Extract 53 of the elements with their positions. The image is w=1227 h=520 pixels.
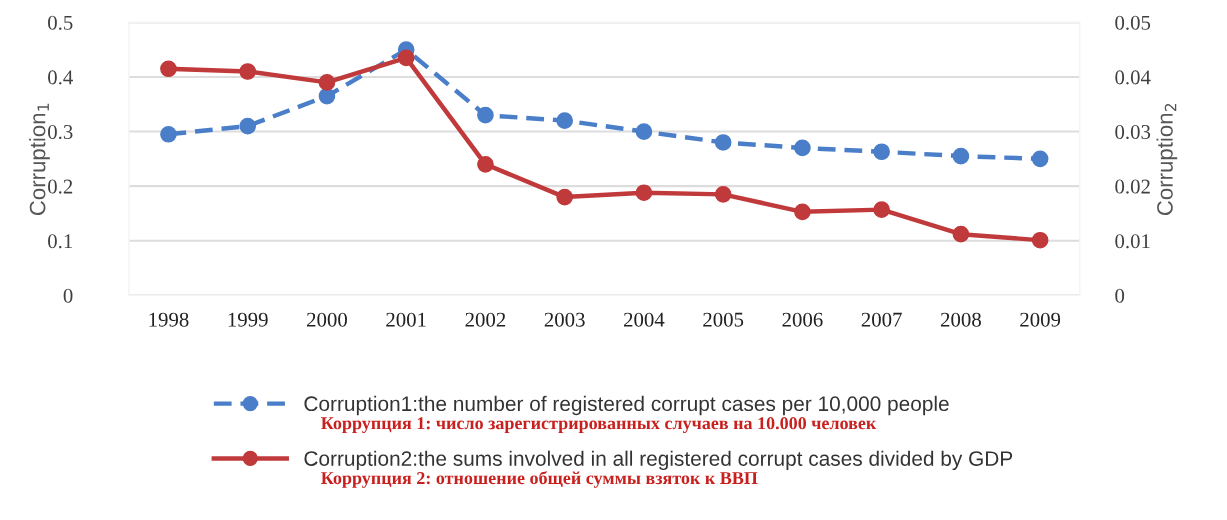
point [1031,231,1049,249]
y2-tick-label: 0 [1115,288,1125,303]
point [477,155,494,173]
x-tick-label: 2003 [544,312,585,327]
point [635,123,653,140]
y2-tick-label: 0.03 [1115,124,1151,140]
x-tick-label: 2008 [940,312,981,327]
x-tick-label: 2007 [861,312,902,327]
point [952,147,970,165]
point [318,87,336,105]
legend-label: Corruption1:the number of registered corrupt cases per 10,000 people [304,395,949,416]
point [635,184,653,202]
x-tick-label: 2004 [624,312,665,327]
point [556,112,574,129]
point [239,117,257,135]
y2-tick-label: 0.04 [1115,70,1151,85]
point [1031,150,1049,168]
x-tick-label: 2005 [703,312,744,327]
point [477,106,494,124]
text: Коррупция 2: отношение общей суммы взяток к ВВП [321,471,758,488]
y-tick-label: 0.1 [48,234,73,249]
point [714,186,732,203]
point [160,60,177,78]
x-tick-label: 2001 [386,312,426,327]
x-tick-label: 2002 [465,312,506,327]
point [952,225,970,243]
y-tick-label: 0.4 [48,70,73,85]
point [873,143,890,161]
x-tick-label: 1999 [228,312,268,327]
x-tick-label: 2006 [782,312,823,327]
y-tick-label: 0.5 [48,15,73,30]
point [794,203,811,221]
text: Коррупция 1: число зарегистрированных случаев на 10.000 человек [321,417,877,434]
x-tick-label: 2009 [1020,312,1061,327]
y2-axis-title: Corruption$_{2}$ [1156,103,1178,216]
point [160,125,177,143]
y2-tick-label: 0.05 [1115,15,1151,30]
y2-tick-label: 0.01 [1115,234,1150,249]
point [239,63,257,80]
y-tick-label: 0.3 [48,124,73,140]
point [794,139,811,157]
y2-tick-label: 0.02 [1115,179,1150,194]
y-tick-label: 0 [63,288,73,303]
point [873,201,890,218]
x-tick-label: 1998 [149,312,189,327]
y-axis-title: Corruption$_{1}$ [29,103,50,216]
legend-label: Corruption2:the sums involved in all registered corrupt cases divided by GDP [304,450,1013,471]
point [318,74,336,91]
point [556,188,574,206]
point [397,49,415,67]
point [714,134,732,151]
x-tick-label: 2000 [307,312,347,327]
y-tick-label: 0.2 [48,179,73,194]
